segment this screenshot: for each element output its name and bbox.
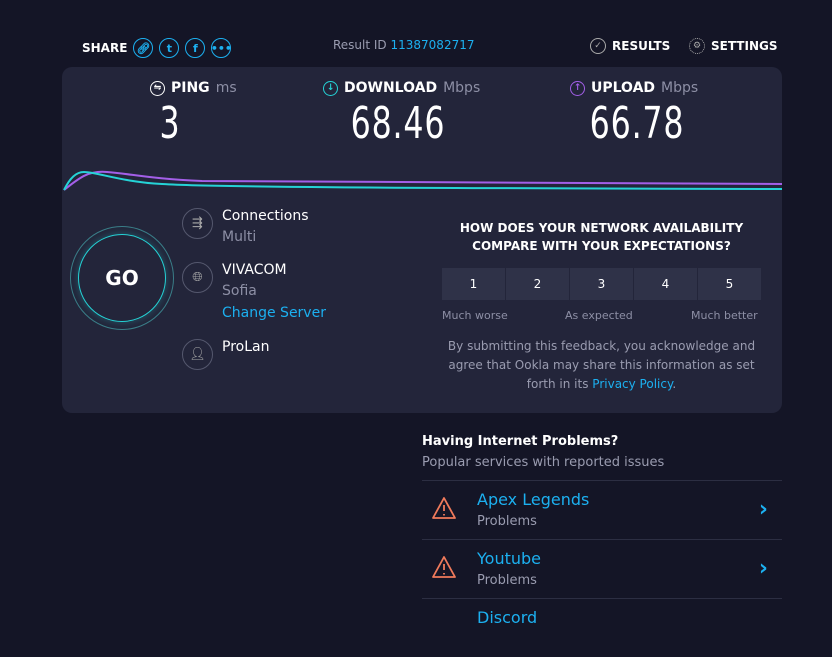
download-unit: Mbps — [443, 80, 481, 96]
twitter-icon[interactable]: t — [159, 38, 180, 58]
chevron-right-icon: › — [758, 497, 768, 522]
disclaimer-text: By submitting this feedback, you acknowl… — [447, 339, 756, 391]
service-status: Problems — [477, 514, 537, 529]
service-status: Problems — [477, 573, 537, 588]
feedback-disclaimer: By submitting this feedback, you acknowl… — [440, 337, 763, 394]
more-icon[interactable]: ••• — [211, 38, 232, 58]
rating-4-button[interactable]: 4 — [634, 268, 697, 300]
scale-mid-label: As expected — [565, 309, 633, 322]
ping-unit: ms — [215, 80, 237, 96]
host-name: ProLan — [222, 339, 270, 355]
upload-unit: Mbps — [661, 80, 699, 96]
host-info: 👤︎ ProLan — [182, 339, 269, 370]
download-metric: ↓ DOWNLOAD Mbps 68.46 — [323, 80, 487, 149]
ping-icon: ⇋ — [150, 80, 165, 96]
result-id-link[interactable]: 11387082717 — [390, 38, 475, 52]
upload-label: UPLOAD — [591, 80, 656, 96]
user-icon: 👤︎ — [182, 339, 213, 370]
connections-label: Connections — [222, 208, 309, 224]
results-label: RESULTS — [612, 39, 671, 53]
change-server-link[interactable]: Change Server — [222, 305, 326, 321]
download-value: 68.46 — [350, 98, 446, 149]
problems-subtitle: Popular services with reported issues — [422, 455, 665, 470]
speed-graph — [63, 170, 782, 191]
download-graph-line — [63, 170, 782, 191]
connections-icon: ⇶ — [182, 208, 213, 239]
scale-high-label: Much better — [691, 309, 758, 322]
warning-icon — [432, 556, 456, 578]
download-icon: ↓ — [323, 80, 338, 96]
settings-button[interactable]: ⚙ SETTINGS — [689, 38, 778, 54]
ping-label: PING — [171, 80, 210, 96]
disclaimer-period: . — [672, 377, 677, 391]
facebook-icon[interactable]: f — [185, 38, 206, 58]
warning-icon — [432, 497, 456, 519]
service-name: Apex Legends — [477, 490, 590, 509]
problem-item[interactable]: Youtube Problems › — [422, 539, 782, 598]
rating-1-button[interactable]: 1 — [442, 268, 505, 300]
download-label: DOWNLOAD — [344, 80, 438, 96]
upload-icon: ↑ — [570, 80, 585, 96]
problem-item[interactable]: Discord — [422, 598, 782, 657]
chevron-right-icon: › — [758, 556, 768, 581]
service-name: Discord — [477, 608, 538, 627]
share-label: SHARE — [82, 41, 128, 55]
isp-name: VIVACOM — [222, 262, 287, 278]
gear-icon: ⚙ — [689, 38, 705, 54]
upload-metric: ↑ UPLOAD Mbps 66.78 — [570, 80, 704, 149]
go-button[interactable]: GO — [78, 234, 166, 322]
result-id: Result ID 11387082717 — [333, 38, 474, 52]
problem-item[interactable]: Apex Legends Problems › — [422, 480, 782, 539]
settings-label: SETTINGS — [711, 39, 778, 53]
scale-low-label: Much worse — [442, 309, 508, 322]
ping-metric: ⇋ PING ms 3 — [150, 80, 240, 149]
link-icon[interactable]: 🔗︎ — [133, 38, 154, 58]
rating-3-button[interactable]: 3 — [570, 268, 633, 300]
upload-value: 66.78 — [589, 98, 685, 149]
rating-5-button[interactable]: 5 — [698, 268, 761, 300]
results-button[interactable]: ✓ RESULTS — [590, 38, 670, 54]
server-info: 🌐︎ VIVACOM Sofia Change Server — [182, 262, 326, 323]
go-ring — [70, 226, 174, 330]
service-name: Youtube — [477, 549, 541, 568]
privacy-policy-link[interactable]: Privacy Policy — [592, 377, 673, 391]
share-bar: SHARE 🔗︎ t f ••• — [82, 38, 232, 58]
check-icon: ✓ — [590, 38, 606, 54]
globe-icon: 🌐︎ — [182, 262, 213, 293]
upload-graph-line — [63, 170, 782, 191]
connections-value: Multi — [222, 229, 257, 245]
rating-2-button[interactable]: 2 — [506, 268, 569, 300]
feedback-scale: 1 2 3 4 5 — [442, 268, 761, 300]
server-location: Sofia — [222, 283, 257, 299]
feedback-question: HOW DOES YOUR NETWORK AVAILABILITY COMPA… — [459, 221, 744, 253]
result-id-label: Result ID — [333, 38, 387, 52]
connections-info: ⇶ Connections Multi — [182, 208, 309, 249]
problems-title: Having Internet Problems? — [422, 434, 619, 449]
ping-value: 3 — [159, 98, 181, 149]
